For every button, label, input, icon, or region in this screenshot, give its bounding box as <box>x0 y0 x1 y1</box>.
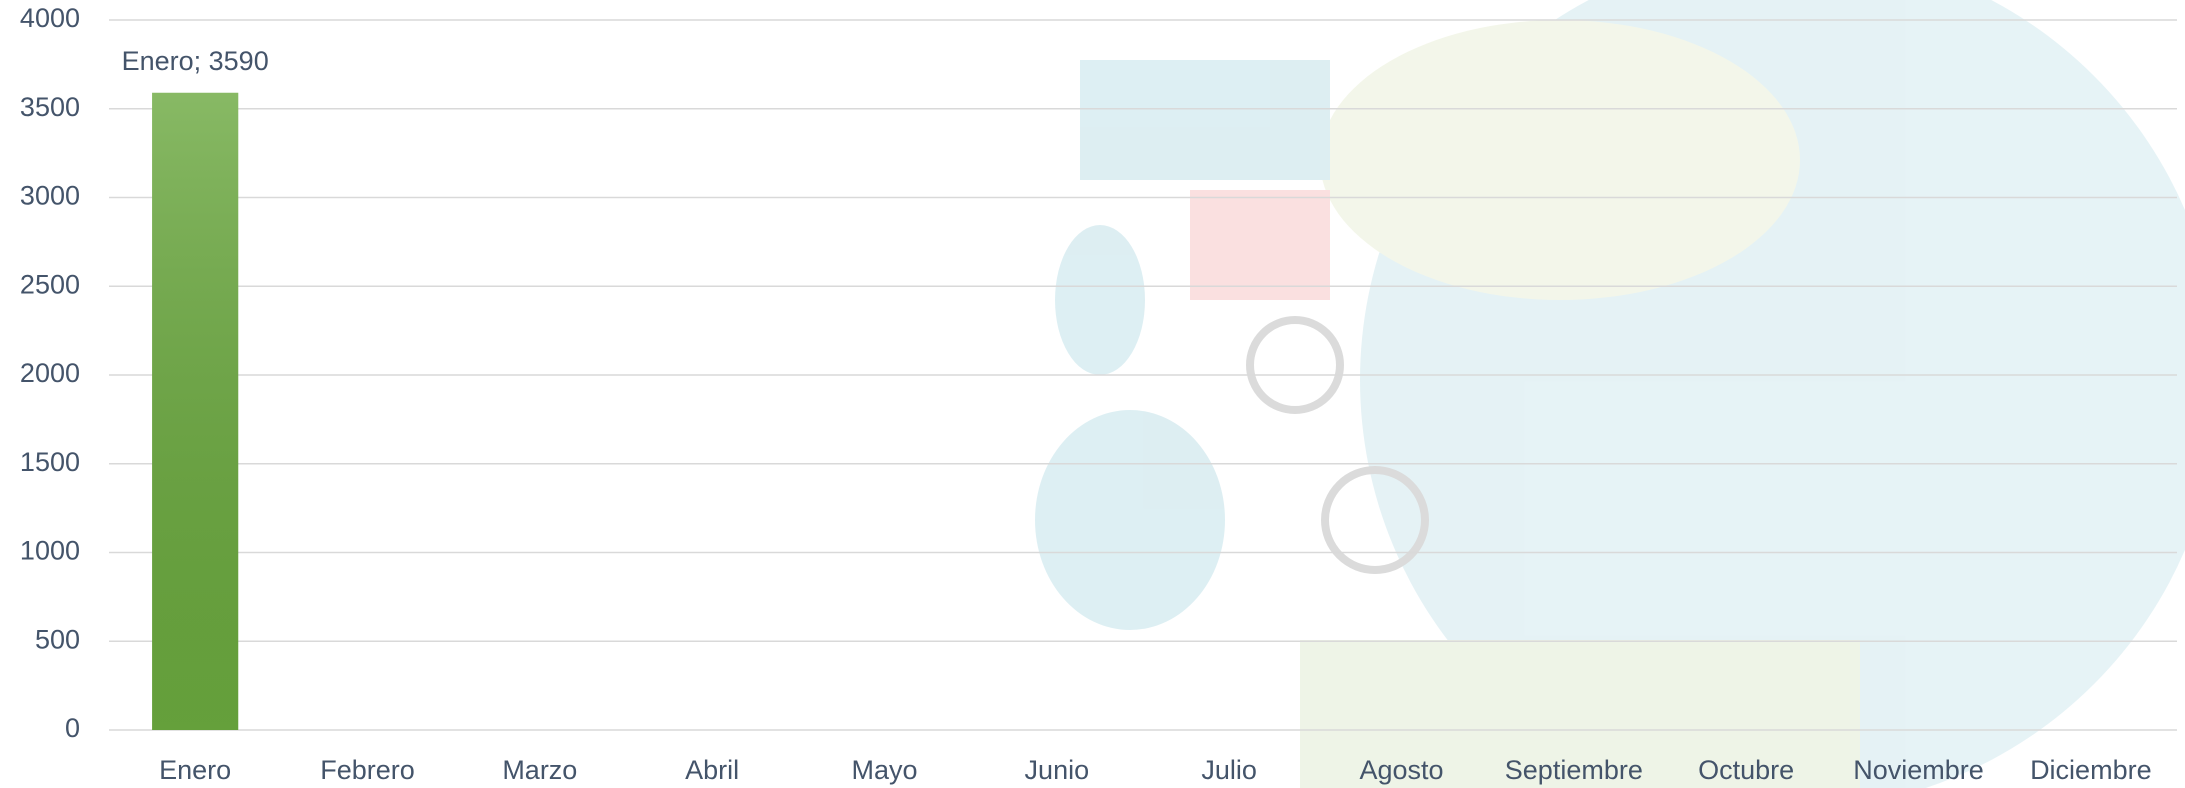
x-tick-label: Febrero <box>320 755 415 785</box>
y-tick-label: 500 <box>35 624 80 654</box>
x-tick-label: Noviembre <box>1853 755 1984 785</box>
background-illustration <box>1035 0 2185 788</box>
x-tick-label: Julio <box>1201 755 1257 785</box>
x-tick-label: Marzo <box>502 755 577 785</box>
x-tick-label: Septiembre <box>1505 755 1643 785</box>
x-tick-label: Enero <box>159 755 231 785</box>
chart: 0 500 1000 1500 2000 2500 3000 3500 4000 Enero Ene… <box>0 0 2185 788</box>
y-tick-label: 1000 <box>20 536 80 566</box>
x-tick-label: Abril <box>685 755 739 785</box>
x-tick-label: Diciembre <box>2030 755 2152 785</box>
y-tick-label: 4000 <box>20 3 80 33</box>
y-tick-label: 1500 <box>20 447 80 477</box>
data-label: Enero; 3590 <box>122 46 269 76</box>
y-tick-label: 3500 <box>20 92 80 122</box>
x-tick-label: Junio <box>1025 755 1090 785</box>
y-tick-label: 2500 <box>20 269 80 299</box>
x-tick-label: Agosto <box>1359 755 1443 785</box>
y-tick-label: 3000 <box>20 181 80 211</box>
bar <box>152 93 238 730</box>
y-tick-label: 2000 <box>20 358 80 388</box>
x-tick-label: Octubre <box>1698 755 1794 785</box>
x-tick-label: Mayo <box>851 755 917 785</box>
y-tick-label: 0 <box>65 713 80 743</box>
